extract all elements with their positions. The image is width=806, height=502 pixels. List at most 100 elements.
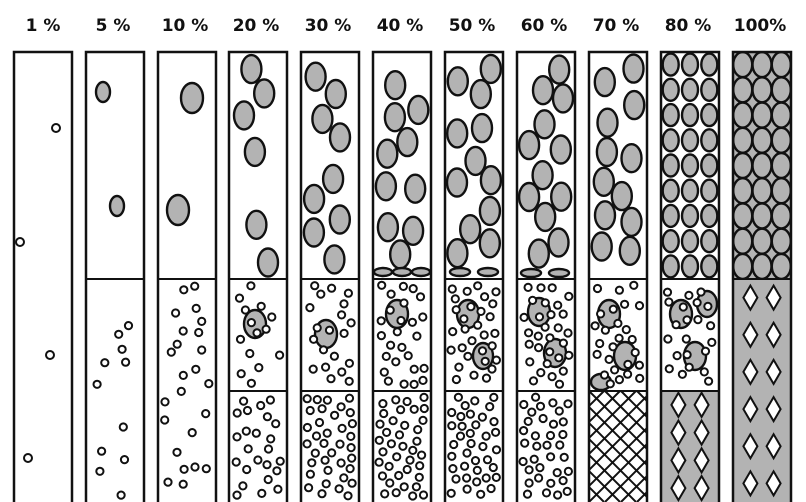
small-grain bbox=[312, 323, 322, 333]
large-grain bbox=[700, 52, 719, 77]
diamond-grain bbox=[765, 320, 782, 349]
small-grain bbox=[397, 342, 407, 352]
small-grain bbox=[231, 457, 241, 467]
small-grain bbox=[201, 464, 211, 474]
small-grain bbox=[419, 403, 429, 414]
hatch-line bbox=[589, 442, 647, 502]
small-grain bbox=[386, 289, 396, 299]
small-grain bbox=[451, 305, 461, 315]
small-grain bbox=[481, 431, 491, 441]
diamond-grain bbox=[693, 390, 710, 419]
small-grain bbox=[469, 370, 479, 380]
large-grain bbox=[733, 126, 754, 154]
small-grain bbox=[339, 328, 349, 338]
small-grain bbox=[455, 431, 466, 441]
diamond-grain bbox=[765, 283, 782, 312]
small-grain bbox=[163, 477, 173, 487]
column-2-contents bbox=[160, 81, 214, 489]
small-grain bbox=[382, 427, 392, 437]
small-grain bbox=[596, 309, 606, 319]
small-grain bbox=[472, 465, 482, 475]
small-grain bbox=[541, 488, 552, 498]
small-grain bbox=[329, 351, 339, 361]
small-grain bbox=[462, 473, 472, 483]
large-grain bbox=[733, 76, 754, 104]
small-grain bbox=[381, 351, 391, 361]
large-grain bbox=[770, 252, 791, 281]
large-grain bbox=[404, 173, 427, 204]
small-grain bbox=[677, 369, 688, 379]
large-grain bbox=[448, 266, 472, 278]
small-grain bbox=[374, 435, 384, 445]
large-grain bbox=[733, 151, 754, 180]
large-grain bbox=[459, 213, 482, 245]
small-grain bbox=[462, 286, 472, 296]
small-grain bbox=[524, 478, 534, 488]
small-grain bbox=[197, 345, 207, 355]
large-grain bbox=[253, 78, 276, 109]
large-grain bbox=[751, 151, 773, 180]
small-grain bbox=[312, 395, 322, 405]
large-grain bbox=[373, 266, 394, 278]
small-grain bbox=[696, 287, 706, 297]
large-grain bbox=[770, 202, 791, 230]
small-grain bbox=[608, 304, 618, 314]
small-grain bbox=[92, 379, 102, 389]
small-grain bbox=[51, 123, 61, 133]
small-grain bbox=[548, 398, 558, 408]
small-grain bbox=[532, 441, 542, 451]
large-grain bbox=[534, 201, 557, 233]
column-label-10: 10 % bbox=[161, 16, 209, 36]
hatch-line bbox=[589, 390, 637, 440]
small-grain bbox=[321, 362, 331, 372]
small-grain bbox=[337, 310, 347, 320]
small-grain bbox=[554, 353, 564, 363]
large-grain bbox=[531, 74, 555, 106]
small-grain bbox=[554, 406, 564, 416]
small-grain bbox=[347, 478, 357, 488]
small-grain bbox=[172, 447, 182, 457]
column-label-30: 30 % bbox=[304, 16, 352, 36]
small-grain bbox=[453, 392, 463, 402]
large-grain bbox=[751, 176, 773, 205]
small-grain bbox=[540, 322, 550, 332]
small-grain bbox=[100, 358, 110, 368]
large-grain bbox=[593, 200, 617, 231]
large-grain bbox=[620, 206, 643, 238]
column-label-1: 1 % bbox=[25, 16, 61, 36]
large-grain bbox=[700, 102, 719, 128]
small-grain bbox=[197, 316, 207, 326]
large-grain bbox=[547, 267, 571, 279]
small-grain bbox=[595, 338, 605, 349]
large-grain bbox=[680, 203, 700, 229]
small-grain bbox=[263, 444, 274, 454]
small-grain bbox=[383, 376, 393, 386]
small-grain bbox=[478, 441, 488, 452]
small-grain bbox=[384, 461, 394, 471]
small-grain bbox=[470, 396, 480, 406]
small-grain bbox=[377, 471, 388, 481]
small-grain bbox=[525, 357, 535, 367]
small-grain bbox=[682, 315, 692, 325]
column-8-contents bbox=[589, 53, 647, 502]
large-grain bbox=[700, 128, 719, 153]
small-grain bbox=[533, 331, 543, 341]
small-grain bbox=[407, 317, 417, 327]
diamond-grain bbox=[670, 474, 687, 502]
small-grain bbox=[317, 404, 327, 414]
small-grain bbox=[409, 379, 419, 389]
small-grain bbox=[462, 448, 472, 458]
large-grain bbox=[623, 89, 646, 121]
small-grain bbox=[326, 374, 336, 384]
large-grain bbox=[179, 81, 205, 115]
small-grain bbox=[547, 372, 557, 382]
small-grain bbox=[614, 285, 625, 295]
small-grain bbox=[253, 455, 263, 465]
small-grain bbox=[523, 416, 533, 426]
small-grain bbox=[547, 283, 557, 293]
hatch-line bbox=[604, 390, 647, 435]
small-grain bbox=[558, 309, 568, 319]
small-grain bbox=[662, 287, 673, 297]
small-grain bbox=[449, 439, 459, 450]
small-grain bbox=[546, 478, 556, 488]
